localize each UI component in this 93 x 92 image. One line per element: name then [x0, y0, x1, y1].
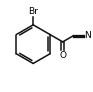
Text: O: O [59, 51, 66, 60]
Text: Br: Br [28, 7, 38, 16]
Text: N: N [85, 31, 91, 40]
